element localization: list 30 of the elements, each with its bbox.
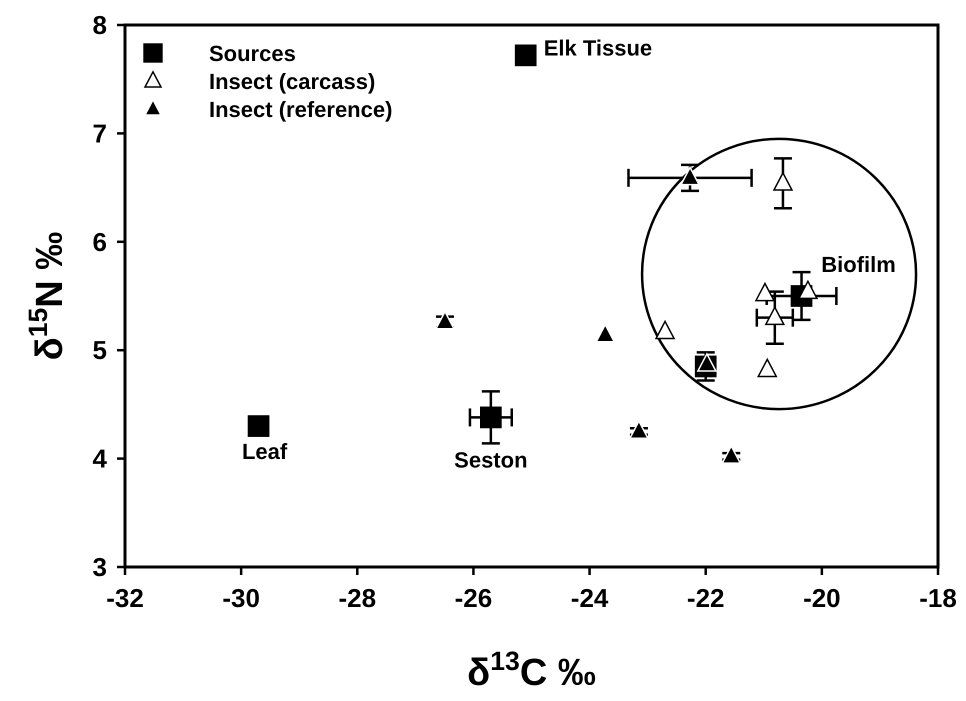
legend-label: Insect (carcass): [209, 69, 376, 94]
x-tick-label: -26: [454, 583, 492, 613]
x-axis-title: δ$^{13}$C ‰: [467, 646, 596, 694]
point: [755, 282, 775, 302]
point: [655, 320, 675, 340]
annotation: Leaf: [242, 439, 288, 464]
legend-label: Insect (reference): [209, 97, 392, 122]
y-tick-label: 3: [92, 552, 107, 582]
x-tick-label: -20: [803, 583, 841, 613]
y-tick-label: 8: [92, 10, 107, 40]
x-tick-label: -30: [222, 583, 260, 613]
point: [697, 353, 717, 372]
y-tick-label: 6: [92, 226, 107, 257]
x-tick-label: -28: [338, 583, 376, 613]
y-tick-label: 5: [92, 335, 107, 366]
point: [765, 306, 785, 326]
point: [758, 358, 778, 378]
x-tick-label: -22: [686, 583, 725, 613]
legend-label: Sources: [209, 41, 296, 66]
annotation: Elk Tissue: [544, 35, 652, 60]
point: [773, 172, 793, 191]
annotation: Seston: [454, 447, 528, 472]
x-tick-label: -24: [570, 583, 609, 613]
x-tick-label: -32: [106, 583, 144, 613]
x-tick-label: -18: [919, 583, 957, 613]
y-tick-label: 7: [92, 118, 107, 148]
point: [798, 280, 818, 300]
annotation: Biofilm: [821, 252, 896, 277]
y-tick-label: 4: [92, 444, 108, 474]
point: [680, 166, 700, 186]
